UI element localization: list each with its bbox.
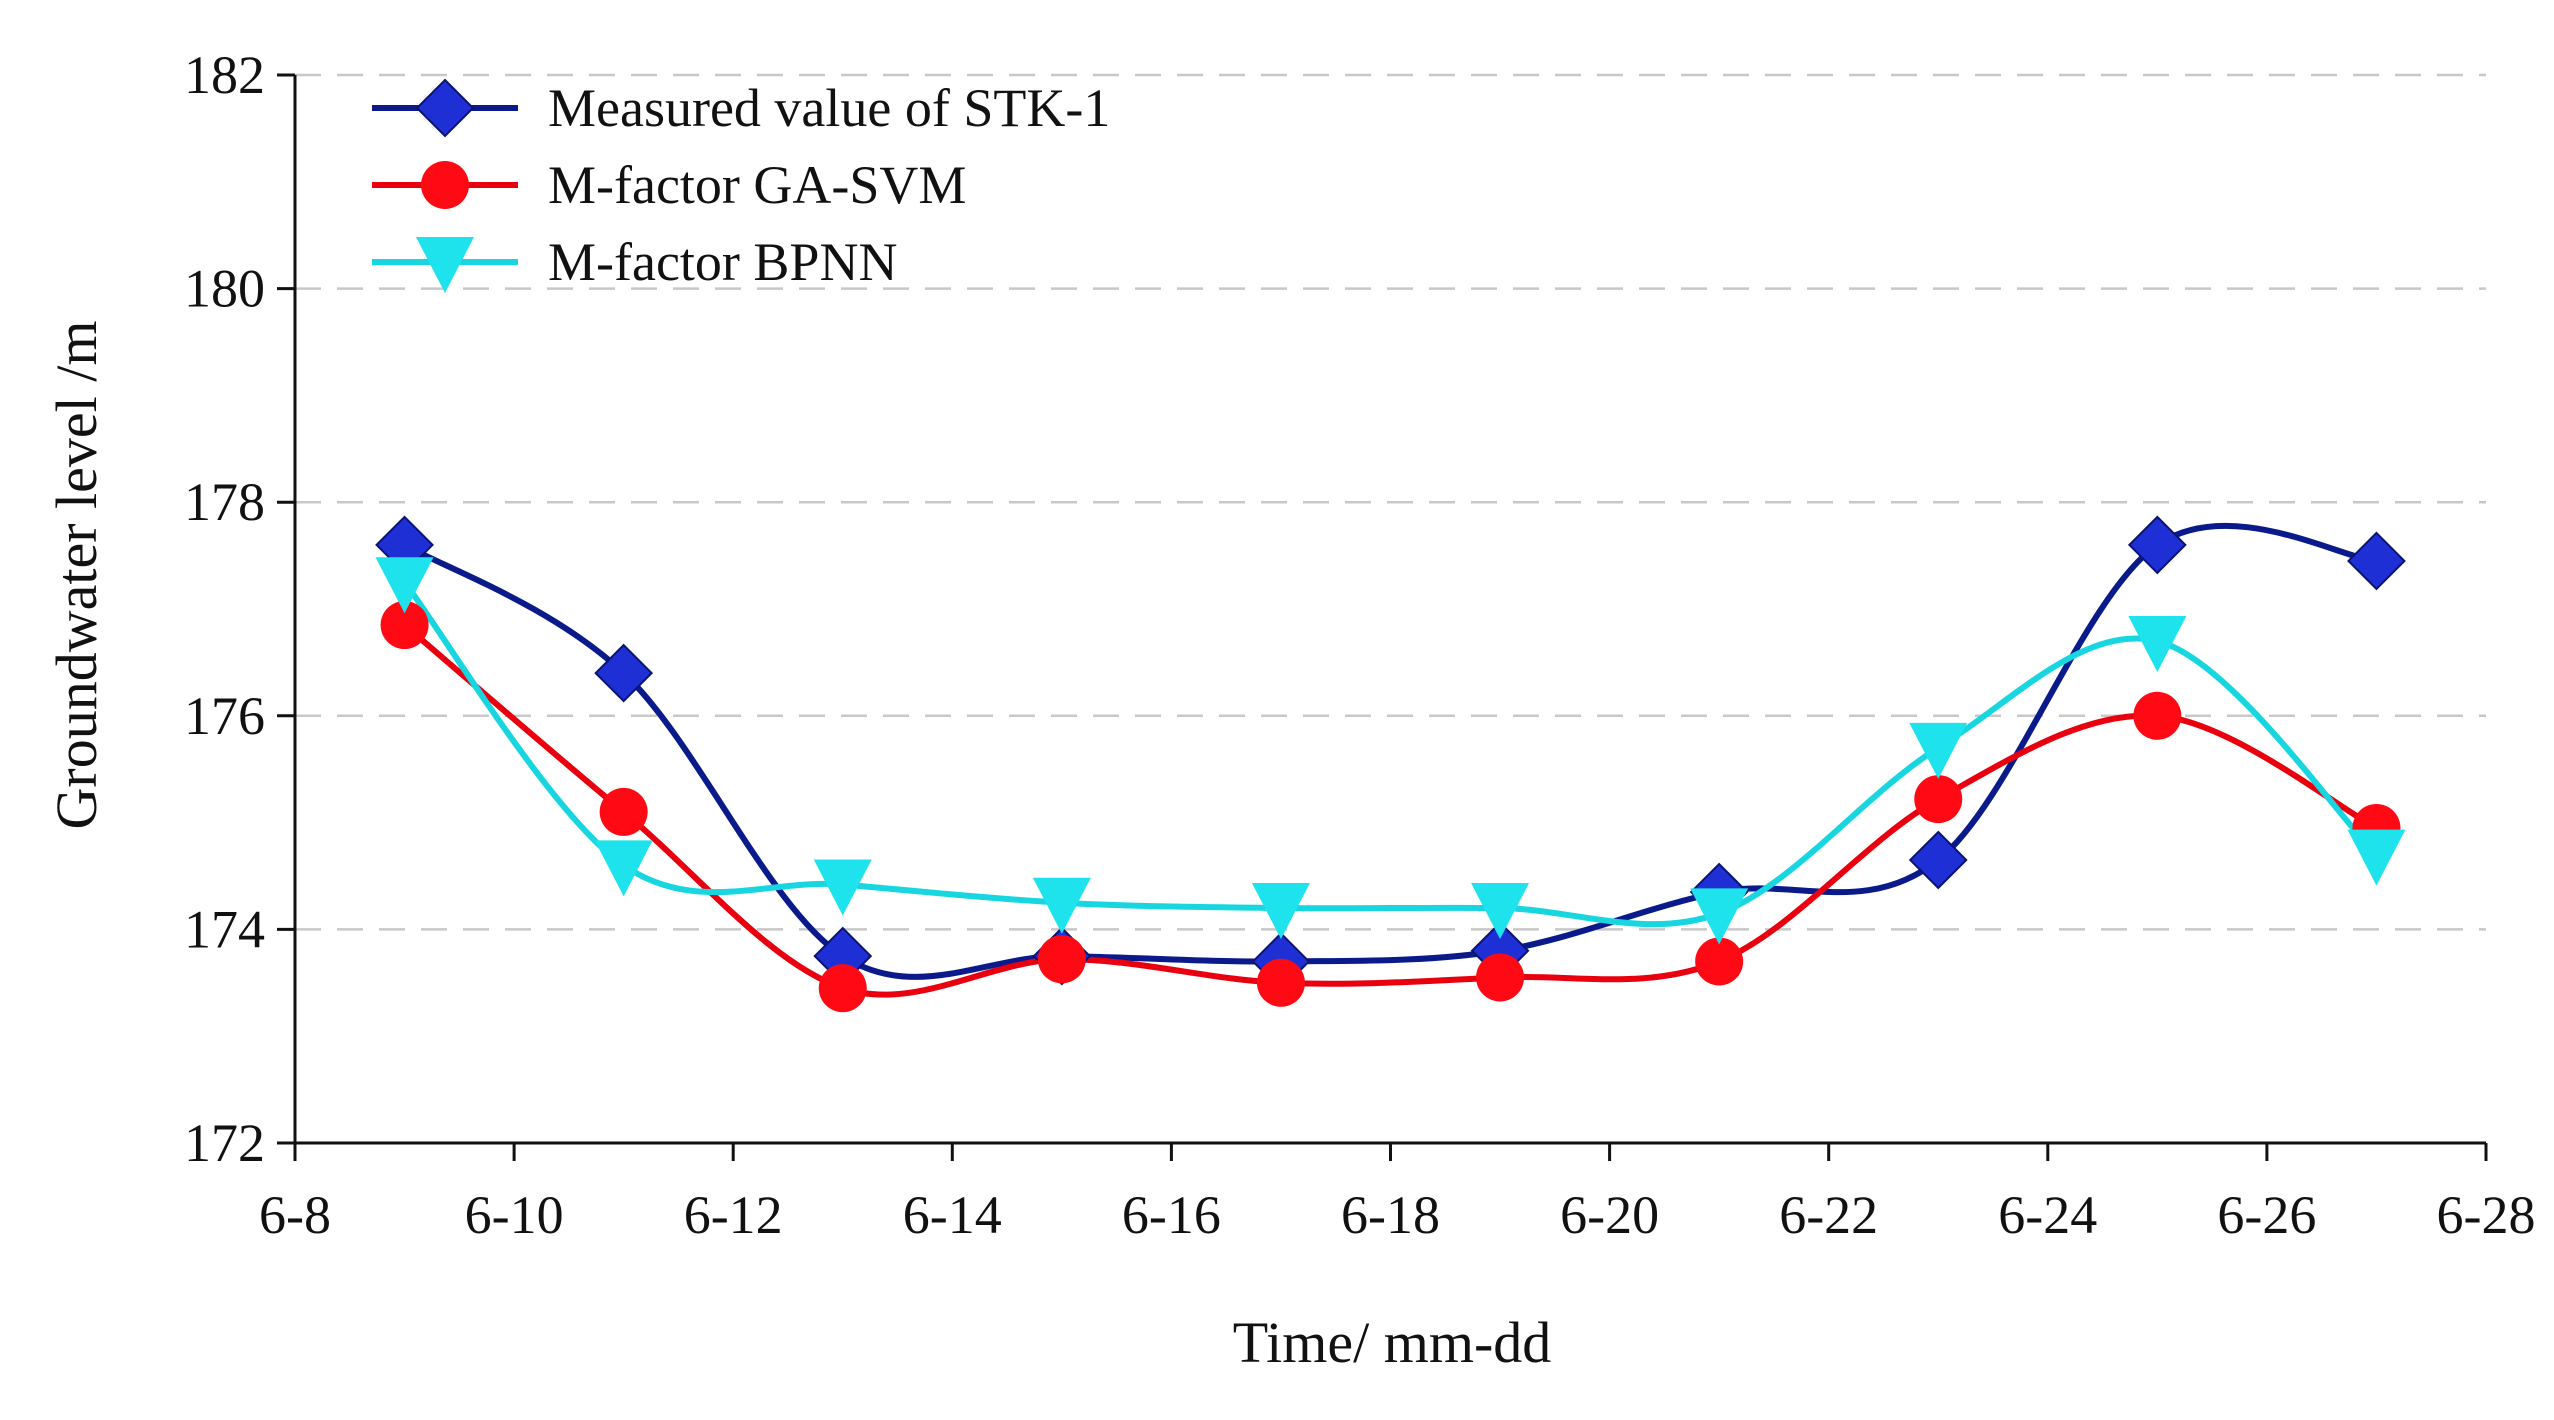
- x-tick-label-3: 6-14: [903, 1185, 1002, 1245]
- x-tick-label-9: 6-26: [2217, 1185, 2316, 1245]
- y-tick-label-5: 182: [184, 45, 265, 105]
- legend: Measured value of STK-1 M-factor GA-SVM M-…: [372, 78, 1110, 293]
- x-tick-label-2: 6-12: [684, 1185, 783, 1245]
- legend-swatch-marker-2: [416, 237, 474, 293]
- series-line-measured-value-of-stk-1: [401, 523, 2380, 980]
- legend-label-1: M-factor GA-SVM: [548, 155, 966, 215]
- point-m-factor-bpnn-8: [2128, 616, 2187, 673]
- axes: [277, 73, 2488, 1161]
- x-tick-label-7: 6-22: [1779, 1185, 1878, 1245]
- point-m-factor-bpnn-6: [1690, 888, 1749, 945]
- legend-item-m-factor-bpnn: M-factor BPNN: [372, 232, 897, 293]
- tick-labels: 172 174 176 178 180 182 6-8 6-10 6-12 6-14 6-16 6-1…: [184, 45, 2535, 1245]
- legend-swatch-marker-1: [421, 161, 469, 209]
- point-measured-value-of-stk-1-9: [2347, 531, 2406, 591]
- legend-label-0: Measured value of STK-1: [548, 78, 1110, 138]
- y-tick-label-3: 178: [184, 472, 265, 532]
- series-line-m-factor-ga-svm: [401, 622, 2380, 998]
- point-m-factor-bpnn-7: [1909, 722, 1968, 779]
- point-m-factor-bpnn-1: [594, 840, 653, 897]
- point-m-factor-ga-svm-0: [380, 601, 429, 650]
- y-tick-label-1: 174: [184, 899, 265, 959]
- point-m-factor-ga-svm-6: [1695, 937, 1744, 986]
- y-tick-label-0: 172: [184, 1113, 265, 1173]
- x-tick-label-8: 6-24: [1998, 1185, 2097, 1245]
- x-tick-label-4: 6-16: [1122, 1185, 1221, 1245]
- y-tick-label-4: 180: [184, 259, 265, 319]
- point-m-factor-ga-svm-5: [1476, 953, 1525, 1002]
- point-m-factor-bpnn-4: [1251, 883, 1310, 940]
- point-m-factor-ga-svm-3: [1037, 935, 1086, 984]
- point-m-factor-ga-svm-2: [818, 964, 867, 1013]
- y-axis-title: Groundwater level /m: [44, 321, 109, 830]
- point-m-factor-ga-svm-4: [1256, 958, 1305, 1007]
- point-m-factor-ga-svm-8: [2133, 691, 2182, 740]
- point-m-factor-bpnn-3: [1032, 877, 1091, 934]
- series-markers: [375, 515, 2406, 1013]
- x-axis-title: Time/ mm-dd: [1233, 1310, 1552, 1375]
- legend-item-m-factor-ga-svm: M-factor GA-SVM: [372, 155, 966, 215]
- series-line-m-factor-bpnn: [401, 579, 2380, 928]
- point-measured-value-of-stk-1-1: [594, 643, 654, 703]
- legend-item-measured-value-of-stk-1: Measured value of STK-1: [372, 78, 1110, 138]
- series-lines: [401, 523, 2380, 998]
- point-measured-value-of-stk-1-8: [2127, 515, 2187, 575]
- point-m-factor-ga-svm-1: [599, 787, 648, 836]
- x-tick-label-0: 6-8: [259, 1185, 331, 1245]
- legend-label-2: M-factor BPNN: [548, 232, 897, 292]
- x-tick-label-5: 6-18: [1341, 1185, 1440, 1245]
- point-m-factor-bpnn-2: [813, 859, 872, 916]
- x-tick-label-1: 6-10: [465, 1185, 564, 1245]
- point-measured-value-of-stk-1-7: [1908, 830, 1968, 890]
- point-m-factor-bpnn-9: [2347, 829, 2406, 886]
- point-m-factor-ga-svm-7: [1914, 775, 1963, 824]
- x-tick-label-6: 6-20: [1560, 1185, 1659, 1245]
- point-m-factor-bpnn-5: [1471, 883, 1530, 940]
- legend-swatch-marker-0: [415, 78, 475, 138]
- y-tick-label-2: 176: [184, 686, 265, 746]
- point-m-factor-bpnn-0: [375, 557, 434, 614]
- x-tick-label-10: 6-28: [2437, 1185, 2536, 1245]
